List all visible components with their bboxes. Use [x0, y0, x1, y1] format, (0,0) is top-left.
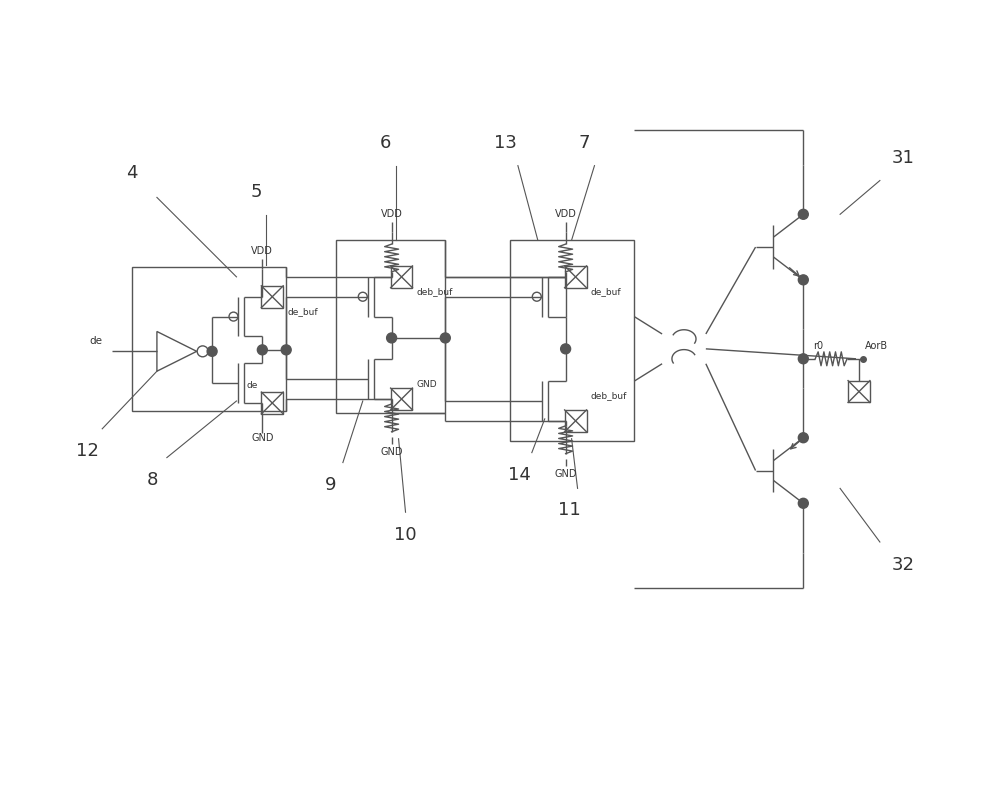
Text: 8: 8: [146, 472, 158, 489]
Text: 13: 13: [494, 134, 516, 152]
Bar: [565, 410, 587, 432]
Text: VDD: VDD: [381, 209, 403, 219]
Text: GND: GND: [380, 447, 403, 457]
Text: 4: 4: [126, 163, 138, 182]
Circle shape: [257, 345, 267, 355]
Text: de: de: [246, 380, 258, 389]
Text: VDD: VDD: [251, 246, 273, 256]
Bar: [261, 392, 283, 414]
Bar: [336, 240, 445, 413]
Text: 5: 5: [251, 183, 262, 202]
Text: de_buf: de_buf: [590, 288, 621, 296]
Text: 32: 32: [891, 556, 914, 574]
Text: de: de: [89, 336, 102, 346]
Circle shape: [798, 433, 808, 443]
Text: 7: 7: [579, 134, 590, 152]
Circle shape: [798, 498, 808, 509]
Text: VDD: VDD: [555, 209, 577, 219]
Text: deb_buf: deb_buf: [590, 392, 627, 400]
Text: 31: 31: [891, 149, 914, 167]
Text: 6: 6: [380, 134, 391, 152]
Text: de_buf: de_buf: [287, 307, 318, 316]
Circle shape: [798, 354, 808, 364]
Circle shape: [207, 346, 217, 356]
Circle shape: [387, 333, 397, 343]
Bar: [510, 240, 634, 441]
Bar: [391, 266, 412, 288]
Text: AorB: AorB: [865, 341, 888, 351]
Bar: [261, 286, 283, 308]
Circle shape: [561, 344, 571, 354]
Text: 12: 12: [76, 441, 99, 460]
Text: 9: 9: [325, 477, 337, 494]
Text: 11: 11: [558, 501, 581, 519]
Text: r0: r0: [813, 341, 823, 351]
Text: GND: GND: [416, 380, 437, 388]
Circle shape: [798, 275, 808, 285]
Circle shape: [440, 333, 450, 343]
Circle shape: [281, 345, 291, 355]
Bar: [848, 380, 870, 402]
Text: 10: 10: [394, 526, 417, 544]
Circle shape: [798, 209, 808, 219]
Text: GND: GND: [554, 469, 577, 478]
Bar: [565, 266, 587, 288]
Text: deb_buf: deb_buf: [416, 288, 453, 296]
Bar: [132, 267, 286, 411]
Bar: [391, 388, 412, 410]
Text: 14: 14: [508, 466, 531, 485]
Text: GND: GND: [251, 433, 274, 443]
